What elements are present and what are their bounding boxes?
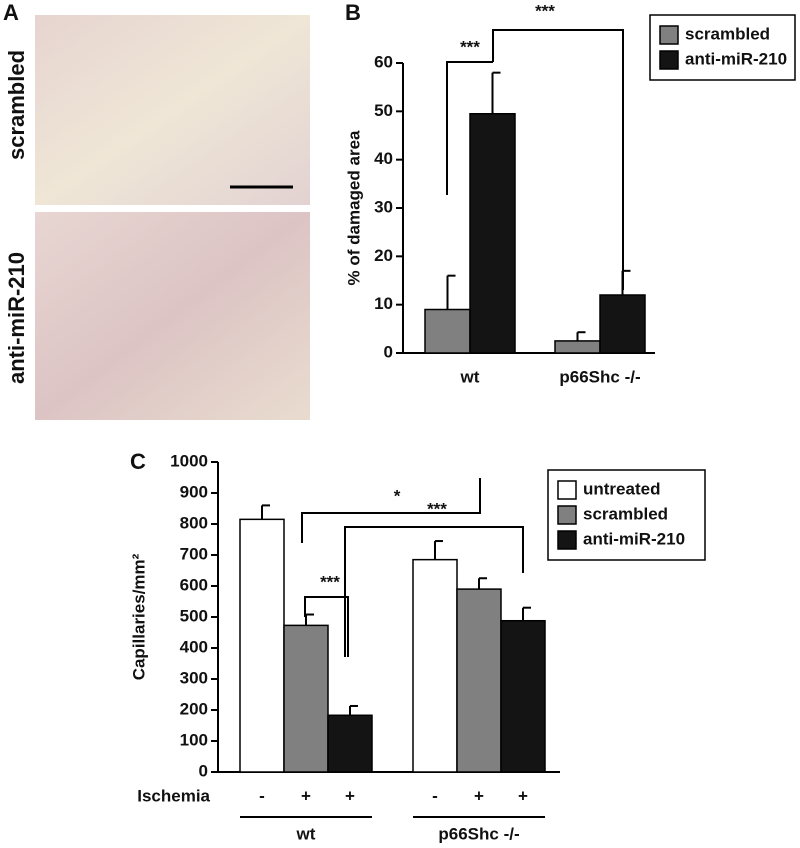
legend-label: anti-miR-210	[583, 529, 685, 548]
bar	[500, 619, 546, 773]
bar	[412, 558, 458, 773]
y-tick-label: 600	[180, 575, 208, 594]
significance-bracket	[301, 478, 481, 543]
bar	[599, 294, 646, 354]
bar	[469, 113, 516, 354]
bar	[424, 308, 471, 354]
legend-swatch	[557, 530, 577, 550]
y-axis-label: % of damaged area	[344, 130, 363, 285]
y-tick-label: 100	[180, 730, 208, 749]
bar	[456, 588, 502, 773]
significance-bracket	[492, 29, 624, 290]
micrograph	[35, 212, 310, 420]
row-mark: +	[345, 786, 355, 805]
significance-bracket	[304, 596, 349, 657]
legend-swatch	[557, 505, 577, 525]
row-label: Ischemia	[137, 786, 210, 805]
significance-label: ***	[460, 37, 480, 56]
y-tick-label: 900	[180, 482, 208, 501]
y-tick-label: 20	[374, 246, 393, 265]
significance-label: ***	[535, 1, 555, 20]
significance-bracket	[344, 526, 524, 657]
image-label: scrambled	[4, 50, 29, 160]
image-label: anti-miR-210	[4, 252, 29, 384]
y-tick-label: 0	[384, 342, 393, 361]
row-mark: +	[474, 786, 484, 805]
micrograph	[35, 15, 310, 205]
panel-letter: C	[130, 449, 146, 474]
legend-label: scrambled	[583, 504, 668, 523]
legend-swatch	[659, 25, 679, 45]
bar	[327, 714, 373, 773]
significance-label: ***	[427, 499, 447, 518]
y-tick-label: 400	[180, 637, 208, 656]
x-tick-label: p66Shc -/-	[438, 824, 519, 843]
row-mark: -	[259, 786, 265, 805]
bar	[283, 624, 329, 773]
bar	[554, 340, 601, 354]
y-tick-label: 1000	[170, 451, 208, 470]
y-tick-label: 800	[180, 513, 208, 532]
y-tick-label: 10	[374, 294, 393, 313]
panel-letter: A	[3, 0, 19, 25]
row-mark: +	[301, 786, 311, 805]
y-tick-label: 500	[180, 606, 208, 625]
bar	[239, 518, 285, 773]
y-tick-label: 60	[374, 52, 393, 71]
y-tick-label: 700	[180, 544, 208, 563]
significance-label: *	[394, 486, 401, 505]
significance-label: ***	[320, 572, 340, 591]
legend-label: untreated	[583, 479, 660, 498]
y-tick-label: 30	[374, 197, 393, 216]
x-tick-label: wt	[296, 824, 316, 843]
x-tick-label: p66Shc -/-	[559, 367, 640, 386]
row-mark: +	[518, 786, 528, 805]
row-mark: -	[432, 786, 438, 805]
y-axis-label: Capillaries/mm²	[129, 553, 148, 680]
legend-label: scrambled	[685, 24, 770, 43]
y-tick-label: 200	[180, 699, 208, 718]
y-tick-label: 300	[180, 668, 208, 687]
significance-bracket	[446, 61, 493, 195]
y-tick-label: 50	[374, 101, 393, 120]
x-tick-label: wt	[460, 367, 480, 386]
legend-label: anti-miR-210	[685, 49, 787, 68]
legend-swatch	[557, 480, 577, 500]
legend-swatch	[659, 50, 679, 70]
y-tick-label: 40	[374, 149, 393, 168]
panel-letter: B	[345, 0, 361, 25]
y-tick-label: 0	[199, 761, 208, 780]
